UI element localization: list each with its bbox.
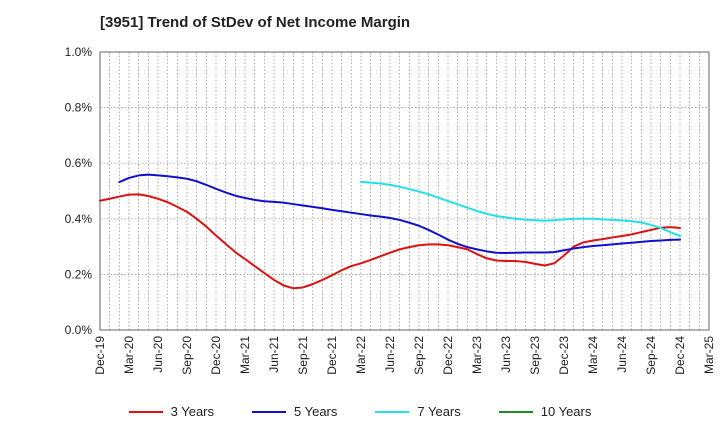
x-tick-label: Dec-22 bbox=[441, 336, 455, 375]
series-line-5-years bbox=[118, 173, 681, 254]
legend-item-10-years: 10 Years bbox=[498, 404, 592, 419]
legend-label-5-years: 5 Years bbox=[294, 404, 338, 419]
chart-title: [3951] Trend of StDev of Net Income Marg… bbox=[100, 14, 411, 31]
x-tick-label: Jun-22 bbox=[383, 336, 397, 373]
y-tick-label: 0.6% bbox=[65, 156, 93, 170]
y-tick-label: 0.0% bbox=[65, 323, 93, 337]
x-tick-label: Mar-21 bbox=[238, 336, 252, 374]
x-tick-label: Mar-23 bbox=[470, 336, 484, 374]
legend-label-3-years: 3 Years bbox=[170, 404, 214, 419]
legend-swatch-3-years bbox=[128, 410, 163, 413]
x-tick-label: Jun-20 bbox=[151, 336, 165, 373]
legend-item-5-years: 5 Years bbox=[252, 404, 337, 419]
legend-label-7-years: 7 Years bbox=[417, 404, 461, 419]
x-tick-label: Sep-21 bbox=[296, 336, 310, 375]
chart-legend: 3 Years 5 Years 7 Years 10 Years bbox=[0, 404, 720, 419]
legend-swatch-10-years bbox=[498, 410, 533, 413]
x-tick-label: Dec-19 bbox=[93, 336, 107, 375]
plot-frame bbox=[99, 51, 710, 331]
x-tick-label: Sep-24 bbox=[644, 336, 658, 375]
legend-item-7-years: 7 Years bbox=[375, 404, 461, 419]
x-tick-label: Sep-20 bbox=[180, 336, 194, 375]
legend-swatch-7-years bbox=[375, 410, 410, 413]
x-tick-label: Dec-23 bbox=[557, 336, 571, 375]
x-tick-label: Dec-21 bbox=[325, 336, 339, 375]
plot-area bbox=[100, 52, 709, 330]
legend-item-3-years: 3 Years bbox=[128, 404, 214, 419]
legend-label-10-years: 10 Years bbox=[540, 404, 592, 419]
x-tick-label: Dec-24 bbox=[673, 336, 687, 375]
x-tick-label: Sep-23 bbox=[528, 336, 542, 375]
chart-plot: 0.0% 0.2% 0.4% 0.6% 0.8% 1.0% Dec-19 Mar-20 Jun-… bbox=[65, 45, 716, 375]
x-tick-label: Mar-24 bbox=[586, 336, 600, 374]
x-tick-label: Mar-22 bbox=[354, 336, 368, 374]
y-tick-label: 0.8% bbox=[65, 101, 93, 115]
x-tick-label: Jun-21 bbox=[267, 336, 281, 373]
series-line-3-years bbox=[99, 193, 681, 290]
y-tick-label: 0.2% bbox=[65, 267, 93, 281]
y-tick-label: 1.0% bbox=[65, 45, 93, 59]
x-tick-label: Mar-25 bbox=[702, 336, 716, 374]
y-tick-label: 0.4% bbox=[65, 212, 93, 226]
x-tick-label: Sep-22 bbox=[412, 336, 426, 375]
series-line-7-years bbox=[360, 180, 681, 238]
x-tick-label: Jun-24 bbox=[615, 336, 629, 373]
x-tick-label: Jun-23 bbox=[499, 336, 513, 373]
legend-swatch-5-years bbox=[252, 410, 286, 413]
x-tick-label: Mar-20 bbox=[122, 336, 136, 374]
x-tick-label: Dec-20 bbox=[209, 336, 223, 375]
